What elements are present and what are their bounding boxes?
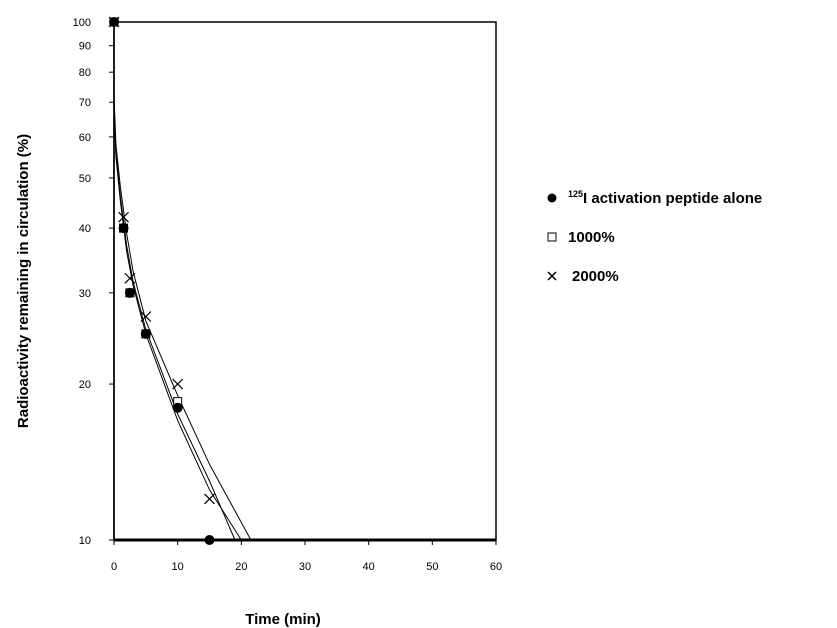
data-point-series-0 — [140, 328, 151, 339]
x-tick-label: 40 — [363, 561, 375, 573]
y-ticks: 10 20 30 40 50 60 70 80 90 100 — [73, 17, 114, 547]
data-point-series-2 — [124, 272, 136, 284]
data-markers — [108, 16, 215, 545]
legend-superscript: 125 — [568, 189, 583, 199]
legend-name: I activation peptide alone — [583, 190, 762, 207]
legend-name: 1000% — [568, 229, 615, 246]
cross-stroke — [140, 311, 152, 322]
x-tick-label: 0 — [111, 561, 117, 573]
y-tick-label: 90 — [79, 41, 91, 53]
legend-label: 2000% — [572, 268, 619, 285]
legend-label: 125I activation peptide alone — [568, 189, 762, 207]
x-tick-label: 10 — [172, 561, 184, 573]
legend-name: 2000% — [572, 268, 619, 285]
x-tick-label: 50 — [426, 561, 438, 573]
data-point-series-2 — [172, 378, 184, 390]
x-axis-title: Time (min) — [245, 611, 321, 628]
y-tick-label: 20 — [79, 379, 91, 391]
data-point-series-0 — [124, 287, 135, 298]
cross-stroke — [204, 493, 215, 505]
legend-item-0: 125I activation peptide alone — [547, 189, 762, 207]
y-tick-label: 30 — [79, 288, 91, 300]
data-point-series-0 — [118, 223, 129, 234]
y-tick-label: 10 — [79, 535, 91, 547]
legend-item-1: 1000% — [547, 229, 615, 246]
x-tick-label: 20 — [235, 561, 247, 573]
legend-marker — [547, 232, 557, 242]
legend-item-2: 2000% — [547, 268, 619, 285]
y-tick-label: 80 — [79, 67, 91, 79]
data-point-series-0 — [172, 402, 183, 413]
plot-area — [113, 21, 497, 541]
y-tick-label: 100 — [73, 17, 91, 29]
legend-marker — [547, 193, 557, 203]
legend-label: 1000% — [568, 229, 615, 246]
legend-marker — [547, 271, 557, 281]
cross-stroke — [547, 271, 557, 281]
x-tick-label: 30 — [299, 561, 311, 573]
y-tick-label: 60 — [79, 132, 91, 144]
x-tick-label: 60 — [490, 561, 502, 573]
x-ticks: 0 10 20 30 40 50 60 — [111, 540, 502, 573]
cross-stroke — [118, 211, 129, 223]
legend: 125I activation peptide alone 1000% 2000% — [547, 189, 762, 285]
data-point-series-2 — [204, 493, 215, 505]
cross-stroke — [172, 378, 184, 390]
y-tick-label: 40 — [79, 223, 91, 235]
series-line-2 — [113, 95, 252, 541]
data-point-series-2 — [118, 211, 129, 223]
data-point-series-2 — [140, 311, 152, 322]
y-tick-label: 70 — [79, 97, 91, 109]
y-tick-label: 50 — [79, 173, 91, 185]
y-axis-title: Radioactivity remaining in circulation (… — [15, 134, 32, 428]
cross-stroke — [124, 272, 136, 284]
